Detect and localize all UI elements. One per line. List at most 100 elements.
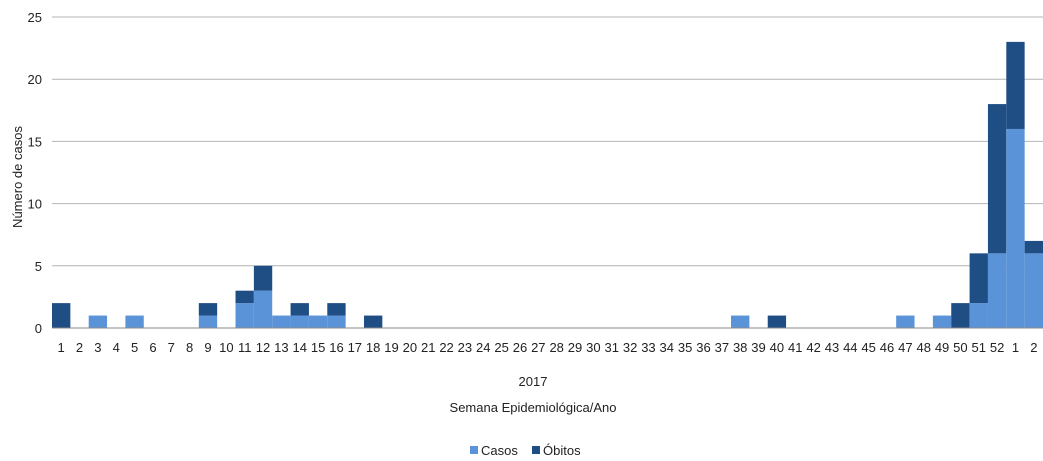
bar-casos bbox=[198, 315, 218, 328]
x-tick-label: 15 bbox=[311, 340, 325, 355]
y-tick-label: 10 bbox=[28, 197, 42, 212]
x-tick-label: 16 bbox=[329, 340, 343, 355]
x-tick-label: 34 bbox=[660, 340, 674, 355]
x-tick-label: 31 bbox=[604, 340, 618, 355]
x-tick-label: 42 bbox=[806, 340, 820, 355]
x-tick-label: 9 bbox=[204, 340, 211, 355]
y-tick-labels: 0 5 10 15 20 25 bbox=[28, 10, 42, 336]
x-tick-labels: 1 2 3 4 5 6 7 8 9 10 11 12 13 14 15 16 17 18 19 20 21 22 23 24 2… bbox=[58, 340, 1038, 355]
x-tick-label: 22 bbox=[439, 340, 453, 355]
bar-casos bbox=[290, 315, 309, 328]
x-tick-label: 11 bbox=[238, 340, 252, 355]
bar-obitos bbox=[198, 303, 218, 316]
x-tick-label: 17 bbox=[348, 340, 362, 355]
x-tick-label: 19 bbox=[384, 340, 398, 355]
bar-obitos bbox=[1024, 240, 1043, 254]
bar-casos bbox=[932, 315, 952, 328]
legend-label-obitos: Óbitos bbox=[543, 443, 581, 458]
y-tick-label: 0 bbox=[35, 321, 42, 336]
bar-obitos bbox=[327, 303, 346, 316]
x-axis-title: Semana Epidemiológica/Ano bbox=[450, 400, 617, 415]
bar-casos bbox=[896, 315, 915, 328]
x-tick-label: 40 bbox=[770, 340, 784, 355]
x-tick-label: 2 bbox=[76, 340, 83, 355]
x-tick-label: 7 bbox=[168, 340, 175, 355]
x-tick-label: 51 bbox=[972, 340, 986, 355]
x-tick-label: 48 bbox=[916, 340, 930, 355]
bar-casos bbox=[125, 315, 144, 328]
x-tick-label: 4 bbox=[113, 340, 120, 355]
x-tick-label: 1 bbox=[58, 340, 65, 355]
y-tick-label: 15 bbox=[28, 134, 42, 149]
bar-obitos bbox=[235, 290, 254, 304]
x-tick-label: 2 bbox=[1030, 340, 1037, 355]
bar-obitos bbox=[987, 104, 1007, 254]
y-axis-title: Número de casos bbox=[10, 126, 25, 228]
x-tick-label: 50 bbox=[953, 340, 967, 355]
x-tick-label: 14 bbox=[293, 340, 307, 355]
x-tick-label: 28 bbox=[549, 340, 563, 355]
x-tick-label: 39 bbox=[751, 340, 765, 355]
bar-obitos bbox=[52, 303, 71, 328]
bar-obitos bbox=[767, 315, 787, 328]
bar-casos bbox=[272, 315, 291, 328]
x-tick-label: 45 bbox=[861, 340, 875, 355]
x-tick-label: 23 bbox=[458, 340, 472, 355]
x-tick-label: 29 bbox=[568, 340, 582, 355]
x-tick-label: 1 bbox=[1012, 340, 1019, 355]
bar-obitos bbox=[290, 303, 309, 316]
x-tick-label: 21 bbox=[421, 340, 435, 355]
x-tick-label: 36 bbox=[696, 340, 710, 355]
legend: Casos Óbitos bbox=[470, 443, 581, 458]
x-tick-label: 43 bbox=[825, 340, 839, 355]
bar-obitos bbox=[951, 303, 970, 328]
x-tick-label: 6 bbox=[149, 340, 156, 355]
legend-label-casos: Casos bbox=[481, 443, 518, 458]
x-tick-label: 27 bbox=[531, 340, 545, 355]
bar-obitos bbox=[363, 315, 383, 328]
bar-casos bbox=[969, 303, 988, 328]
bar-casos bbox=[1024, 253, 1043, 328]
y-tick-label: 20 bbox=[28, 72, 42, 87]
x-tick-label: 37 bbox=[715, 340, 729, 355]
bar-casos bbox=[327, 315, 346, 328]
x-tick-label: 46 bbox=[880, 340, 894, 355]
x-tick-label: 13 bbox=[274, 340, 288, 355]
x-tick-label: 35 bbox=[678, 340, 692, 355]
x-tick-label: 30 bbox=[586, 340, 600, 355]
x-tick-label: 25 bbox=[494, 340, 508, 355]
x-tick-label: 24 bbox=[476, 340, 490, 355]
x-tick-label: 20 bbox=[403, 340, 417, 355]
bar-obitos bbox=[969, 253, 988, 304]
x-tick-label: 10 bbox=[219, 340, 233, 355]
bar-casos bbox=[308, 315, 328, 328]
x-tick-label: 8 bbox=[186, 340, 193, 355]
y-tick-label: 25 bbox=[28, 10, 42, 25]
bar-casos bbox=[731, 315, 750, 328]
x-tick-label: 12 bbox=[256, 340, 270, 355]
x-tick-label: 49 bbox=[935, 340, 949, 355]
bar-casos bbox=[987, 253, 1007, 328]
x-tick-label: 32 bbox=[623, 340, 637, 355]
x-tick-label: 41 bbox=[788, 340, 802, 355]
bar-casos bbox=[88, 315, 108, 328]
x-tick-label: 33 bbox=[641, 340, 655, 355]
bar-casos bbox=[1006, 128, 1025, 328]
legend-swatch-casos bbox=[470, 446, 478, 454]
x-tick-label: 5 bbox=[131, 340, 138, 355]
x-tick-label: 44 bbox=[843, 340, 857, 355]
bar-casos bbox=[235, 303, 254, 328]
x-tick-label: 38 bbox=[733, 340, 747, 355]
x-tick-label: 3 bbox=[94, 340, 101, 355]
gridlines bbox=[52, 16, 1043, 267]
x-tick-label: 47 bbox=[898, 340, 912, 355]
x-tick-label: 52 bbox=[990, 340, 1004, 355]
x-axis-year-label: 2017 bbox=[519, 374, 548, 389]
y-tick-label: 5 bbox=[35, 259, 42, 274]
legend-swatch-obitos bbox=[532, 446, 540, 454]
bar-obitos bbox=[1006, 41, 1025, 129]
bars bbox=[52, 41, 1043, 328]
x-tick-label: 18 bbox=[366, 340, 380, 355]
bar-obitos bbox=[253, 265, 273, 291]
